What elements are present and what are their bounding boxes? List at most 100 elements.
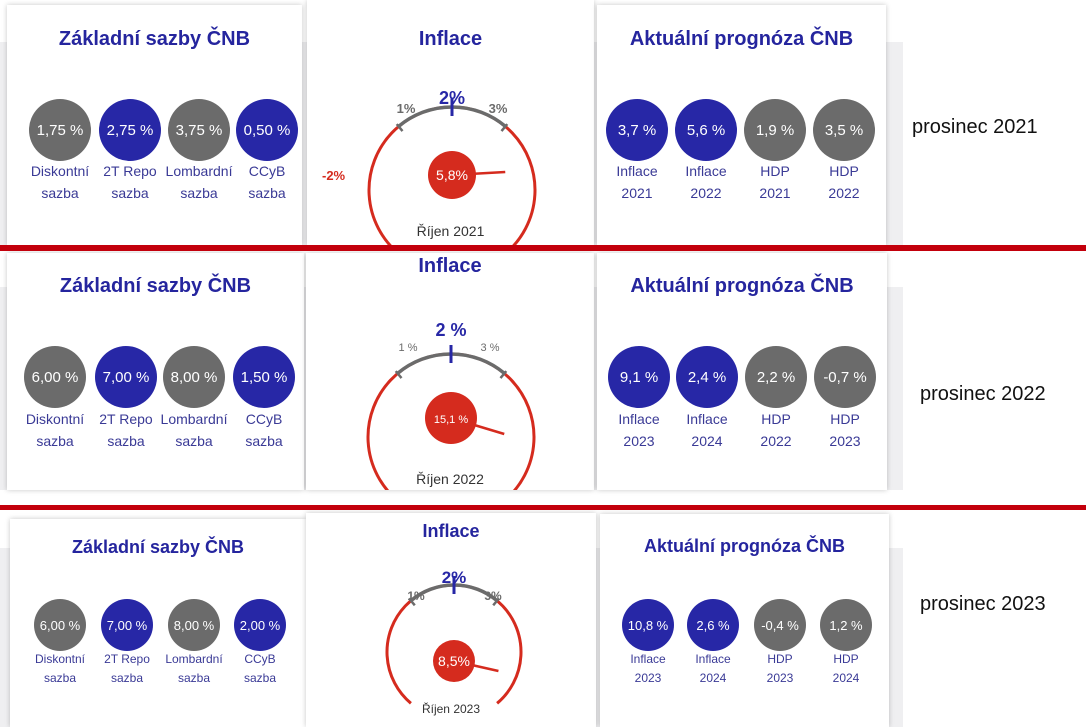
forecast-label: HDP 2023 xyxy=(740,650,820,687)
inflation-gauge: 5,8%2%1%3%-2%6% xyxy=(322,88,537,245)
rate-label-line2: sazba xyxy=(110,670,144,685)
forecast-label: Inflace 2023 xyxy=(599,409,679,452)
row-divider-line xyxy=(0,245,1086,251)
forecast-value-circle: 3,7 % xyxy=(606,99,668,161)
rate-label: 2T Repo sazba xyxy=(86,409,166,452)
gauge-target-label: 2% xyxy=(442,568,467,587)
rate-value-circle: 3,75 % xyxy=(168,99,230,161)
gauge-upper-tick xyxy=(500,123,509,132)
rate-label-line1: CCyB xyxy=(248,163,286,179)
rate-label-line1: Lombardní xyxy=(165,163,233,179)
forecast-label: HDP 2022 xyxy=(804,161,884,204)
rates-card-title: Základní sazby ČNB xyxy=(71,537,245,558)
inflation-gauge: 15,1 % 2 % 1 % 3 % xyxy=(366,320,536,490)
gauge-min-label: -2% xyxy=(322,168,346,183)
rate-value-circle: 6,00 % xyxy=(34,599,86,651)
rate-label: CCyB sazba xyxy=(224,409,304,452)
forecast-label-line2: 2021 xyxy=(621,184,653,201)
rates-card-title: Základní sazby ČNB xyxy=(59,275,252,297)
forecast-label-line2: 2023 xyxy=(634,670,662,685)
row-divider-line xyxy=(0,505,1086,510)
gauge-lower-label: 1% xyxy=(397,101,416,116)
forecast-card-title: Aktuální prognóza ČNB xyxy=(629,28,854,50)
rate-label-line2: sazba xyxy=(243,670,277,685)
forecast-label: HDP 2023 xyxy=(805,409,885,452)
gauge-value-circle xyxy=(433,640,475,682)
rate-label-line1: Diskontní xyxy=(34,652,86,666)
forecast-label-line1: Inflace xyxy=(630,652,666,666)
rates-card: Základní sazby ČNB 6,00 % Diskontní sazba 7,… xyxy=(7,253,304,490)
rate-label-line1: Diskontní xyxy=(30,163,90,179)
gauge-target-label: 2% xyxy=(439,88,465,108)
gauge-upper-tick xyxy=(492,597,500,607)
rate-label-line1: 2T Repo xyxy=(99,411,153,427)
forecast-label-line2: 2023 xyxy=(766,670,794,685)
gauge-lower-tick xyxy=(408,597,416,607)
forecast-label: HDP 2024 xyxy=(806,650,886,687)
forecast-label-line1: HDP xyxy=(829,163,859,179)
forecast-label: Inflace 2021 xyxy=(597,161,677,204)
gauge-lower-tick xyxy=(395,123,404,132)
period-label: prosinec 2023 xyxy=(920,593,1046,615)
rates-card: Základní sazby ČNB 1,75 % Diskontní sazba 2,… xyxy=(7,5,302,245)
rate-label: Lombardní sazba xyxy=(159,161,239,204)
forecast-label: HDP 2022 xyxy=(736,409,816,452)
rate-label-line2: sazba xyxy=(245,432,283,449)
forecast-label-line1: Inflace xyxy=(618,411,660,427)
rate-label: Lombardní sazba xyxy=(154,650,234,687)
forecast-label-line2: 2023 xyxy=(623,432,655,449)
rate-label-line2: sazba xyxy=(175,432,213,449)
rate-value-circle: 1,75 % xyxy=(29,99,91,161)
gauge-target-label: 2 % xyxy=(435,320,466,340)
forecast-label-line1: HDP xyxy=(760,163,790,179)
forecast-value-circle: 1,2 % xyxy=(820,599,872,651)
rate-label: 2T Repo sazba xyxy=(87,650,167,687)
gauge-value-circle xyxy=(428,151,476,199)
rate-label: Diskontní sazba xyxy=(20,650,100,687)
rates-card: Základní sazby ČNB 6,00 % Diskontní sazba 7,… xyxy=(10,519,306,727)
forecast-card: Aktuální prognóza ČNB 10,8 % Inflace 2023 2,… xyxy=(600,514,889,727)
gauge-lower-label: 1 % xyxy=(399,342,418,354)
forecast-label-line1: HDP xyxy=(761,411,791,427)
rate-label-line2: sazba xyxy=(177,670,211,685)
rate-label: Diskontní sazba xyxy=(20,161,100,204)
rate-label-line2: sazba xyxy=(43,670,77,685)
rate-label: CCyB sazba xyxy=(227,161,307,204)
gauge-upper-label: 3% xyxy=(489,101,508,116)
forecast-value-circle: 9,1 % xyxy=(608,346,670,408)
gauge-upper-tick xyxy=(499,370,508,379)
rate-value-circle: 6,00 % xyxy=(24,346,86,408)
rate-label-line2: sazba xyxy=(111,184,149,201)
forecast-card-title: Aktuální prognóza ČNB xyxy=(630,275,854,297)
rate-label-line1: CCyB xyxy=(244,652,276,666)
rates-card-title: Základní sazby ČNB xyxy=(58,28,251,50)
forecast-value-circle: 2,6 % xyxy=(687,599,739,651)
gauge-month-label: Říjen 2023 xyxy=(421,702,481,716)
period-label: prosinec 2022 xyxy=(920,383,1046,405)
rate-label-line2: sazba xyxy=(41,184,79,201)
inflation-card-title: Inflace xyxy=(422,521,480,542)
forecast-card-title: Aktuální prognóza ČNB xyxy=(644,536,845,557)
rate-value-circle: 2,75 % xyxy=(99,99,161,161)
gauge-month-label: Říjen 2021 xyxy=(416,223,485,239)
rate-value-circle: 7,00 % xyxy=(95,346,157,408)
forecast-value-circle: -0,4 % xyxy=(754,599,806,651)
inflation-card: Inflace 8,5% 2% 1% 3% Říjen 2023 xyxy=(306,513,596,727)
forecast-label-line1: Inflace xyxy=(616,163,658,179)
rate-label-line2: sazba xyxy=(180,184,218,201)
forecast-value-circle: -0,7 % xyxy=(814,346,876,408)
forecast-label: Inflace 2022 xyxy=(666,161,746,204)
forecast-label-line1: HDP xyxy=(833,652,859,666)
rate-value-circle: 1,50 % xyxy=(233,346,295,408)
forecast-label-line2: 2022 xyxy=(690,184,722,201)
rate-label-line1: Diskontní xyxy=(25,411,85,427)
gauge-value-circle xyxy=(425,392,477,444)
rate-label-line2: sazba xyxy=(107,432,145,449)
rate-label-line1: 2T Repo xyxy=(104,652,150,666)
forecast-value-circle: 2,4 % xyxy=(676,346,738,408)
forecast-label-line2: 2024 xyxy=(699,670,727,685)
forecast-label-line1: Inflace xyxy=(686,411,728,427)
forecast-value-circle: 5,6 % xyxy=(675,99,737,161)
forecast-label-line1: Inflace xyxy=(685,163,727,179)
